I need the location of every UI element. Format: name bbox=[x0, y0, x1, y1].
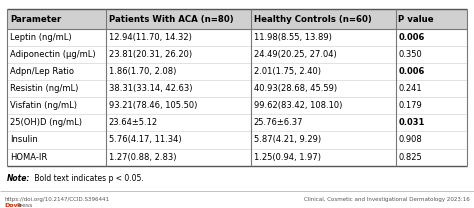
Text: 12.94(11.70, 14.32): 12.94(11.70, 14.32) bbox=[109, 33, 191, 42]
Text: P value: P value bbox=[399, 15, 434, 24]
Bar bbox=[7, 63, 467, 80]
Text: 1.25(0.94, 1.97): 1.25(0.94, 1.97) bbox=[254, 152, 320, 162]
Bar bbox=[7, 29, 467, 46]
Text: 0.179: 0.179 bbox=[399, 101, 422, 110]
Text: Patients With ACA (n=80): Patients With ACA (n=80) bbox=[109, 15, 233, 24]
Text: 11.98(8.55, 13.89): 11.98(8.55, 13.89) bbox=[254, 33, 331, 42]
Text: 0.031: 0.031 bbox=[399, 118, 425, 128]
Text: Leptin (ng/mL): Leptin (ng/mL) bbox=[10, 33, 72, 42]
Text: 0.006: 0.006 bbox=[399, 33, 425, 42]
Text: Adiponectin (μg/mL): Adiponectin (μg/mL) bbox=[10, 50, 96, 59]
Text: 99.62(83.42, 108.10): 99.62(83.42, 108.10) bbox=[254, 101, 342, 110]
Bar bbox=[7, 80, 467, 97]
Text: 0.241: 0.241 bbox=[399, 84, 422, 93]
Text: Dove: Dove bbox=[5, 203, 23, 208]
Text: 0.006: 0.006 bbox=[399, 67, 425, 76]
Text: 24.49(20.25, 27.04): 24.49(20.25, 27.04) bbox=[254, 50, 337, 59]
Text: Adpn/Lep Ratio: Adpn/Lep Ratio bbox=[10, 67, 74, 76]
Text: https://doi.org/10.2147/CCID.S396441: https://doi.org/10.2147/CCID.S396441 bbox=[5, 197, 110, 202]
Bar bbox=[7, 97, 467, 114]
Text: 1.27(0.88, 2.83): 1.27(0.88, 2.83) bbox=[109, 152, 176, 162]
Text: 25(OH)D (ng/mL): 25(OH)D (ng/mL) bbox=[10, 118, 82, 128]
Text: 23.64±5.12: 23.64±5.12 bbox=[109, 118, 158, 128]
Text: 0.350: 0.350 bbox=[399, 50, 422, 59]
Text: Parameter: Parameter bbox=[10, 15, 61, 24]
Bar bbox=[7, 149, 467, 166]
Text: 40.93(28.68, 45.59): 40.93(28.68, 45.59) bbox=[254, 84, 337, 93]
Text: Resistin (ng/mL): Resistin (ng/mL) bbox=[10, 84, 78, 93]
Text: 93.21(78.46, 105.50): 93.21(78.46, 105.50) bbox=[109, 101, 197, 110]
Text: Bold text indicates p < 0.05.: Bold text indicates p < 0.05. bbox=[32, 174, 144, 183]
Text: 2.01(1.75, 2.40): 2.01(1.75, 2.40) bbox=[254, 67, 320, 76]
Text: 5.76(4.17, 11.34): 5.76(4.17, 11.34) bbox=[109, 135, 182, 145]
Text: 0.825: 0.825 bbox=[399, 152, 422, 162]
Text: 38.31(33.14, 42.63): 38.31(33.14, 42.63) bbox=[109, 84, 192, 93]
Text: Insulin: Insulin bbox=[10, 135, 38, 145]
Text: HOMA-IR: HOMA-IR bbox=[10, 152, 47, 162]
Text: 5.87(4.21, 9.29): 5.87(4.21, 9.29) bbox=[254, 135, 321, 145]
Bar bbox=[7, 46, 467, 63]
Text: 23.81(20.31, 26.20): 23.81(20.31, 26.20) bbox=[109, 50, 192, 59]
Text: Clinical, Cosmetic and Investigational Dermatology 2023:16: Clinical, Cosmetic and Investigational D… bbox=[303, 197, 469, 202]
Text: 0.908: 0.908 bbox=[399, 135, 422, 145]
Text: 25.76±6.37: 25.76±6.37 bbox=[254, 118, 303, 128]
Text: Visfatin (ng/mL): Visfatin (ng/mL) bbox=[10, 101, 77, 110]
Bar bbox=[7, 114, 467, 131]
Bar bbox=[7, 131, 467, 149]
Text: Note:: Note: bbox=[7, 174, 30, 183]
Bar bbox=[7, 9, 467, 29]
Text: Press: Press bbox=[17, 203, 33, 208]
Text: 1.86(1.70, 2.08): 1.86(1.70, 2.08) bbox=[109, 67, 176, 76]
Text: Healthy Controls (n=60): Healthy Controls (n=60) bbox=[254, 15, 372, 24]
